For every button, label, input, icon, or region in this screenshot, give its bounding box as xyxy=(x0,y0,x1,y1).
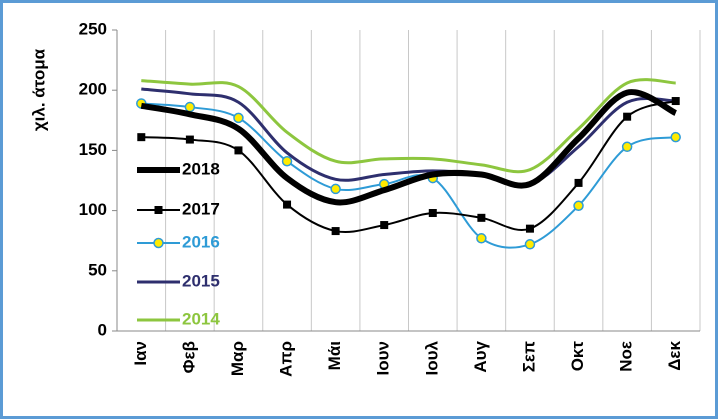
legend-marker xyxy=(154,206,163,214)
x-tick-label: Οκτ xyxy=(568,341,587,372)
x-tick-label: Αυγ xyxy=(471,340,490,372)
series-line xyxy=(141,78,676,174)
marker xyxy=(137,133,146,142)
marker xyxy=(476,233,487,244)
y-axis-label: χιλ. άτομα xyxy=(29,48,48,131)
marker xyxy=(184,101,196,113)
y-tick-label: 250 xyxy=(79,19,107,38)
marker xyxy=(380,221,389,230)
y-tick-label: 200 xyxy=(79,80,107,99)
marker xyxy=(331,227,340,236)
y-tick-label: 100 xyxy=(79,200,107,219)
marker xyxy=(621,141,633,153)
marker xyxy=(671,97,680,106)
marker xyxy=(574,178,583,187)
legend-marker xyxy=(153,237,164,249)
x-tick-label: Ιουλ xyxy=(422,340,441,375)
legend-label: 2015 xyxy=(182,271,220,290)
marker xyxy=(283,200,292,209)
series-line xyxy=(140,89,678,206)
marker xyxy=(428,209,437,218)
legend-label: 2017 xyxy=(182,199,220,218)
marker xyxy=(233,112,244,124)
legend-label: 2016 xyxy=(182,232,220,251)
marker xyxy=(524,239,536,250)
x-tick-label: Απρ xyxy=(277,341,296,377)
legend-label: 2018 xyxy=(182,159,220,178)
marker xyxy=(670,131,681,143)
marker xyxy=(281,155,293,167)
x-tick-label: Ιαν xyxy=(131,341,150,366)
y-tick-label: 150 xyxy=(79,140,107,159)
x-tick-label: Νοε xyxy=(617,341,636,372)
legend-label: 2014 xyxy=(182,309,220,328)
x-tick-label: Σεπ xyxy=(519,341,538,372)
marker xyxy=(234,146,243,155)
marker xyxy=(623,112,632,121)
y-tick-label: 0 xyxy=(98,320,107,339)
marker xyxy=(185,135,194,144)
y-tick-label: 50 xyxy=(88,260,107,279)
series-line xyxy=(141,87,676,187)
marker xyxy=(477,213,486,222)
x-tick-label: Φεβ xyxy=(179,341,198,373)
x-tick-label: Δεκ xyxy=(665,340,684,370)
marker xyxy=(330,183,341,195)
x-tick-label: Ιουν xyxy=(374,341,393,375)
marker xyxy=(525,224,534,233)
marker xyxy=(573,200,584,212)
x-tick-label: Μαρ xyxy=(228,341,247,376)
x-tick-label: Μάι xyxy=(325,341,344,371)
